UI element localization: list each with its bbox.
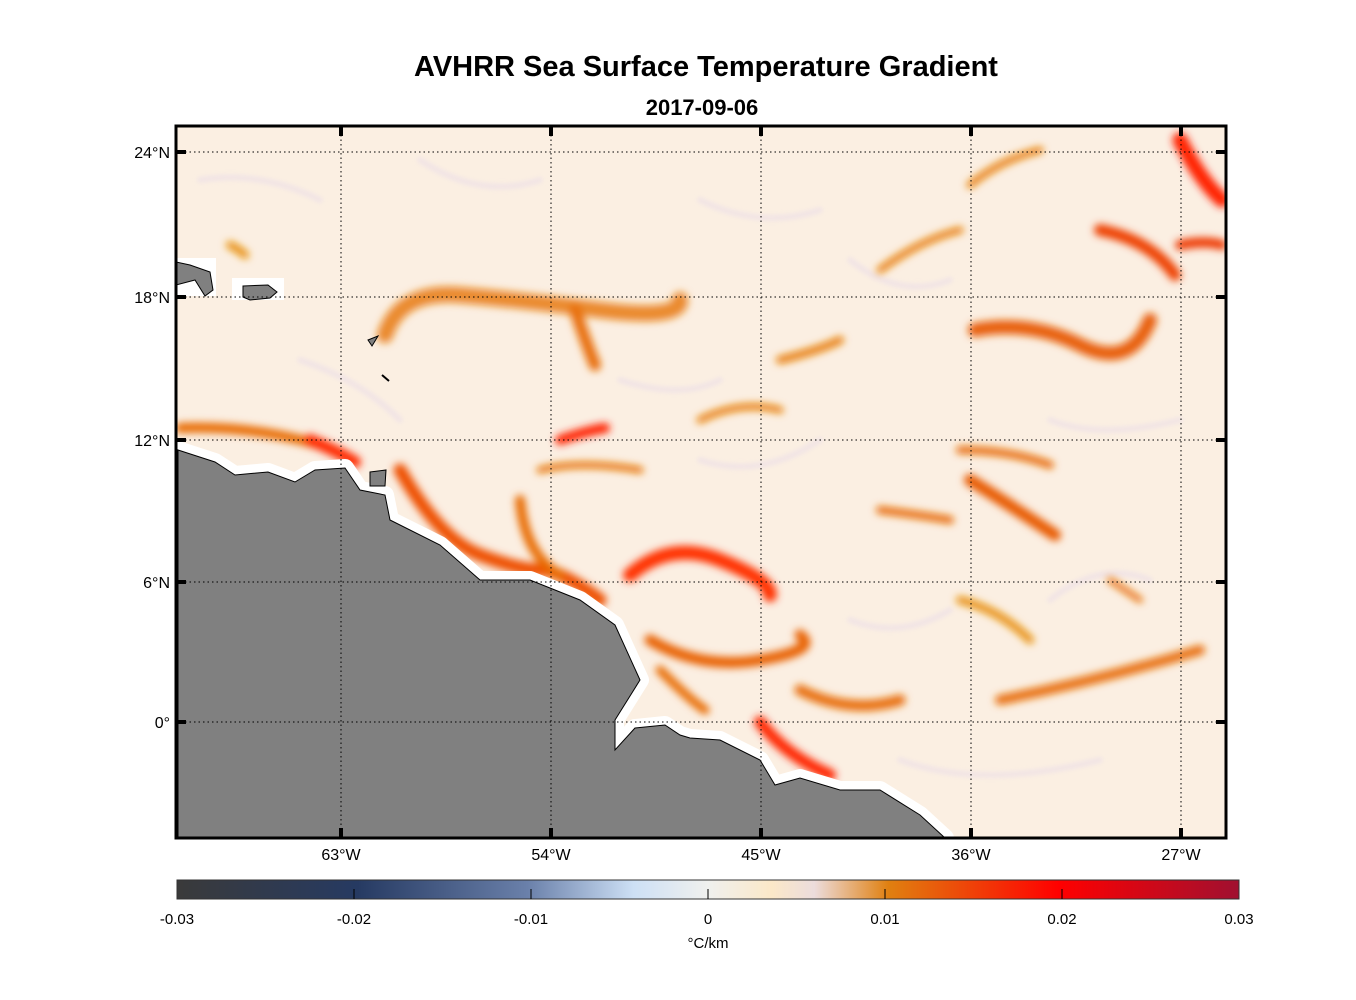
colorbar-tick-label: -0.01	[514, 911, 548, 928]
small-island	[381, 374, 390, 382]
colorbar: -0.03 -0.02 -0.01 0 0.01 0.02 0.03 °C/km	[160, 879, 1254, 952]
puerto-rico-island	[242, 284, 278, 301]
small-island	[367, 334, 380, 347]
lon-label: 54°W	[531, 847, 571, 864]
south-america-land	[177, 449, 946, 838]
longitude-labels: 63°W 54°W 45°W 36°W 27°W	[321, 847, 1201, 864]
colorbar-tick-labels: -0.03 -0.02 -0.01 0 0.01 0.02 0.03	[160, 911, 1254, 928]
sst-texture	[197, 157, 1183, 778]
colorbar-ticks	[353, 889, 1063, 899]
chart-subtitle: 2017-09-06	[646, 95, 759, 120]
lat-label: 6°N	[143, 575, 170, 592]
hispaniola-island	[176, 261, 214, 297]
lat-label: 0°	[155, 715, 170, 732]
colorbar-tick-label: -0.03	[160, 911, 194, 928]
lat-label: 12°N	[134, 433, 170, 450]
colorbar-tick-label: -0.02	[337, 911, 371, 928]
map-frame	[174, 124, 1228, 840]
colorbar-tick-label: 0.02	[1047, 911, 1076, 928]
trinidad-island	[369, 469, 387, 487]
graticule	[176, 126, 1226, 838]
lat-label: 18°N	[134, 290, 170, 307]
map-area	[176, 126, 1226, 838]
lon-label: 45°W	[741, 847, 781, 864]
lon-label: 63°W	[321, 847, 361, 864]
colorbar-tick-label: 0	[704, 911, 712, 928]
colorbar-tick-label: 0.01	[870, 911, 899, 928]
gradient-fronts	[176, 132, 1226, 781]
latitude-labels: 24°N 18°N 12°N 6°N 0°	[134, 145, 170, 732]
land	[176, 258, 954, 838]
colorbar-tick-label: 0.03	[1224, 911, 1253, 928]
lon-label: 36°W	[951, 847, 991, 864]
axis-ticks	[176, 126, 1226, 838]
lat-label: 24°N	[134, 145, 170, 162]
lon-label: 27°W	[1161, 847, 1201, 864]
chart-title: AVHRR Sea Surface Temperature Gradient	[414, 51, 998, 83]
colorbar-unit-label: °C/km	[688, 935, 729, 952]
